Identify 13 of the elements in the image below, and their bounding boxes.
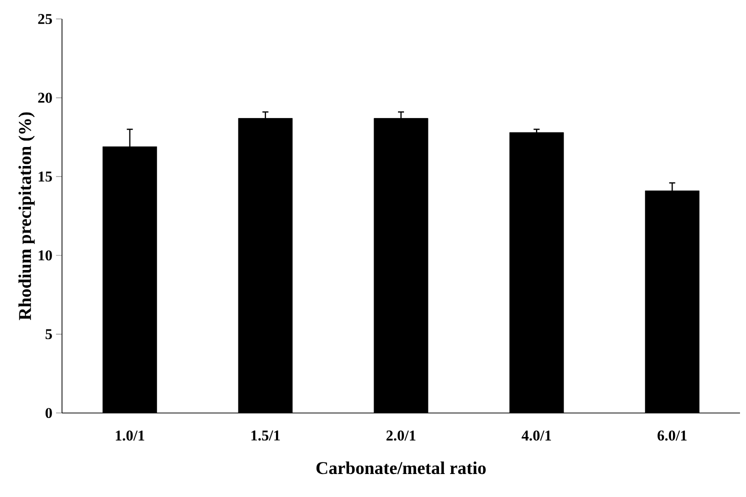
x-tick-label: 4.0/1 xyxy=(522,430,551,441)
y-tick-label: 25 xyxy=(38,14,52,24)
x-axis-title: Carbonate/metal ratio xyxy=(316,461,486,474)
x-tick-label: 2.0/1 xyxy=(386,430,416,441)
y-tick-label: 5 xyxy=(46,329,52,340)
x-tick-label: 1.5/1 xyxy=(251,430,280,441)
x-tick-label: 1.0/1 xyxy=(116,430,144,441)
y-tick-label: 0 xyxy=(46,408,52,418)
x-tick-label: 6.0/1 xyxy=(658,430,687,441)
y-tick-label: 20 xyxy=(38,92,52,103)
y-tick-label: 10 xyxy=(38,250,52,260)
y-tick-label: 15 xyxy=(38,172,52,182)
y-axis-title: Rhodium precipitation (%) xyxy=(18,112,35,320)
